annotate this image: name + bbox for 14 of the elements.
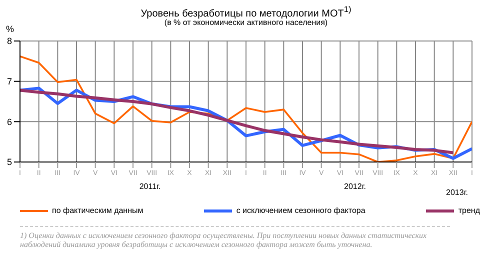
text: 1) Оценки данных с исключением сезонного фактора осуществлены. При поступлении новых данных статистических наблюдений динамика уровня безработицы с исключением сезонного фактора может быть уточнена. <box>20 226 450 249</box>
y-tick-label: 6 <box>6 116 12 127</box>
y-axis-title: % <box>6 24 14 34</box>
y-tick-label: 7 <box>6 76 12 87</box>
text: 2013г. <box>445 188 469 197</box>
chart-title: Уровень безработицы по методологии МОТ$^{1)}$ <box>140 4 352 20</box>
legend-label: по фактическим данным <box>52 206 144 215</box>
legend-label: с исключением сезонного фактора <box>236 206 366 215</box>
text: 2012г. <box>343 182 367 191</box>
chart-subtitle: (в % от экономически активного населения) <box>164 18 328 27</box>
y-tick-label: 5 <box>6 157 12 168</box>
text: 2011г. <box>138 182 162 191</box>
legend-label: тренд <box>458 206 480 215</box>
y-tick-label: 8 <box>6 36 12 46</box>
